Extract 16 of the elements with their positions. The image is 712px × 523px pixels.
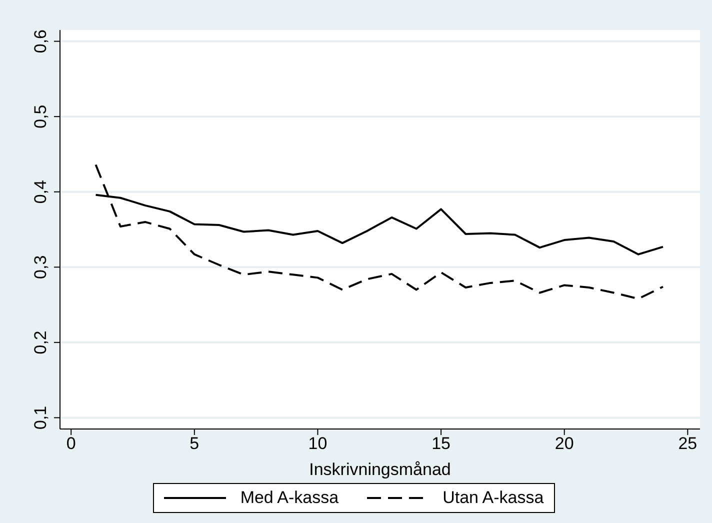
y-tick-label: 0,5	[31, 104, 50, 128]
y-tick-label: 0,3	[31, 255, 50, 279]
legend-label: Utan A-kassa	[442, 488, 544, 508]
y-tick-label: 0,2	[31, 330, 50, 354]
legend-label: Med A-kassa	[240, 488, 339, 508]
line-series	[94, 164, 664, 300]
y-tick-label: 0,4	[31, 180, 50, 204]
x-axis-title: Inskrivningsmånad	[309, 460, 451, 479]
x-tick-label: 10	[308, 434, 328, 454]
y-tick-label: 0,6	[31, 29, 50, 54]
x-tick-label: 20	[554, 434, 574, 454]
x-tick-label: 15	[432, 434, 450, 454]
x-tick-label: 25	[678, 434, 698, 454]
x-tick-label: 5	[190, 434, 200, 454]
y-tick-label: 0,1	[31, 406, 50, 430]
x-tick-label: 0	[66, 434, 76, 454]
